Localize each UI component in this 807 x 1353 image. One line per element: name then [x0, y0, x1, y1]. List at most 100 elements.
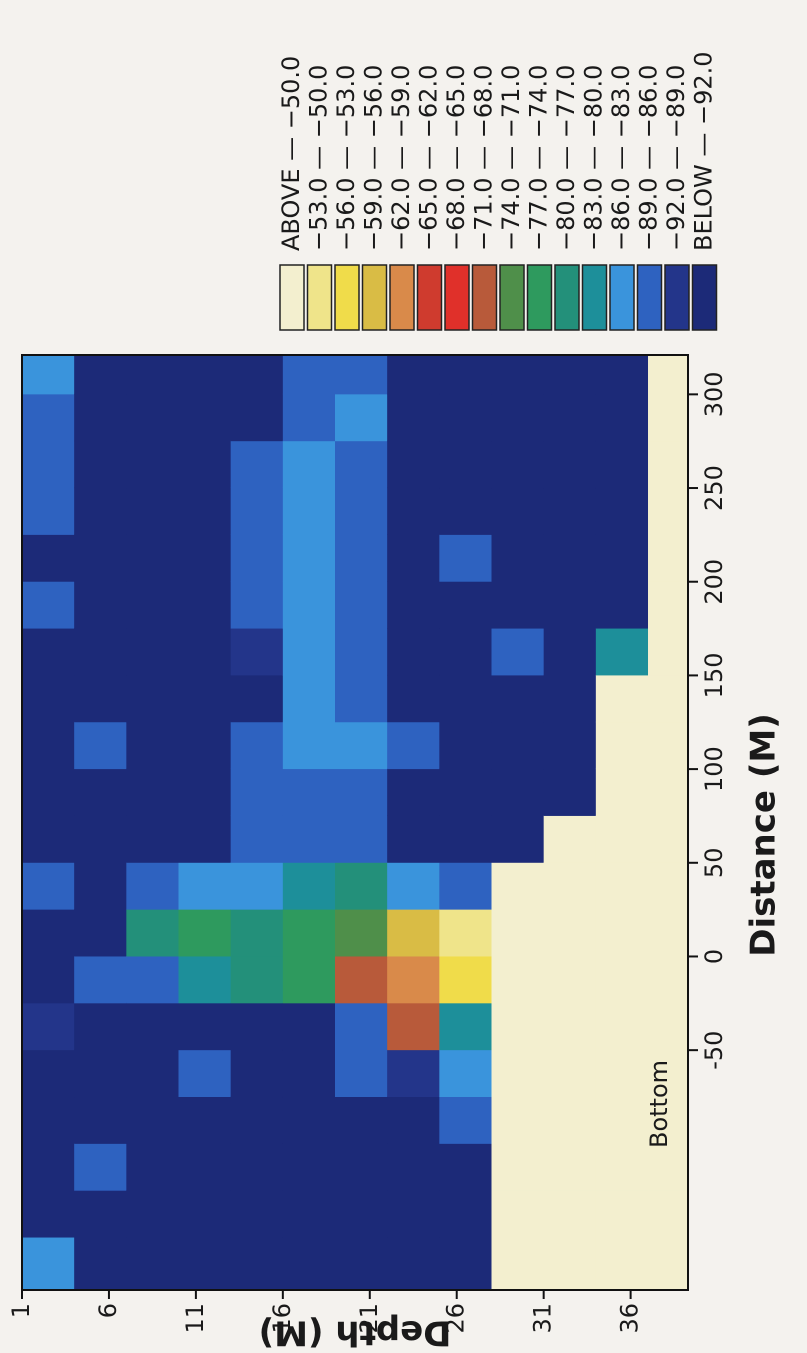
heatmap-cell	[74, 1237, 127, 1290]
heatmap-cell	[648, 488, 688, 535]
heatmap-cell	[387, 909, 440, 956]
legend-label: −77.0 — −74.0	[525, 65, 553, 251]
heatmap-cell	[492, 1003, 545, 1050]
heatmap-cell	[596, 722, 649, 769]
heatmap-cell	[335, 581, 388, 628]
heatmap-cell	[596, 1143, 649, 1190]
heatmap-cell	[231, 441, 284, 488]
heatmap-cell	[387, 394, 440, 441]
heatmap-cell	[335, 534, 388, 581]
heatmap-cell	[283, 675, 336, 722]
legend-label: −92.0 — −89.0	[662, 65, 690, 251]
heatmap-cell	[596, 441, 649, 488]
legend-swatch	[445, 265, 469, 330]
heatmap-cell	[231, 534, 284, 581]
heatmap-cell	[231, 394, 284, 441]
heatmap-cell	[648, 1003, 688, 1050]
heatmap-cell	[648, 628, 688, 675]
heatmap-cell	[283, 862, 336, 909]
heatmap-cell	[387, 675, 440, 722]
heatmap-cell	[596, 534, 649, 581]
heatmap-cell	[387, 1050, 440, 1097]
heatmap-cell	[439, 1050, 492, 1097]
heatmap-cell	[648, 1190, 688, 1237]
heatmap-cell	[439, 581, 492, 628]
x-tick-label: 100	[700, 746, 728, 792]
heatmap-cell	[231, 909, 284, 956]
x-tick-label: 50	[700, 848, 728, 879]
heatmap-cell	[179, 956, 232, 1003]
heatmap-cell	[126, 394, 179, 441]
heatmap-cell	[179, 355, 232, 395]
legend-label: −53.0 — −50.0	[305, 65, 333, 251]
heatmap-cell	[22, 769, 75, 816]
heatmap-cell	[335, 862, 388, 909]
heatmap-cell	[126, 1050, 179, 1097]
heatmap-cell	[74, 534, 127, 581]
heatmap-cell	[596, 628, 649, 675]
legend-label: −56.0 — −53.0	[332, 65, 360, 251]
heatmap-cell	[492, 488, 545, 535]
heatmap-cell	[596, 956, 649, 1003]
heatmap-cell	[74, 909, 127, 956]
y-tick-label: 21	[355, 1303, 383, 1334]
heatmap-cell	[492, 815, 545, 862]
heatmap-cell	[74, 488, 127, 535]
heatmap-cell	[648, 722, 688, 769]
heatmap-cell	[335, 909, 388, 956]
heatmap-cell	[544, 1143, 597, 1190]
heatmap-cell	[648, 769, 688, 816]
heatmap-cell	[22, 441, 75, 488]
heatmap-cell	[648, 956, 688, 1003]
heatmap-cell	[335, 628, 388, 675]
heatmap-cell	[74, 956, 127, 1003]
heatmap-cell	[22, 909, 75, 956]
heatmap-cell	[335, 441, 388, 488]
heatmap-cell	[179, 1050, 232, 1097]
heatmap-cell	[283, 628, 336, 675]
heatmap-cell	[492, 1097, 545, 1144]
heatmap-cell	[126, 1003, 179, 1050]
y-tick-label: 26	[442, 1303, 470, 1334]
heatmap-cell	[179, 909, 232, 956]
heatmap-cell	[492, 394, 545, 441]
heatmap-cell	[596, 1003, 649, 1050]
heatmap-cell	[231, 1237, 284, 1290]
x-tick-label: 200	[700, 559, 728, 605]
heatmap-cell	[22, 956, 75, 1003]
heatmap-cell	[439, 722, 492, 769]
heatmap-cell	[335, 956, 388, 1003]
heatmap-cell	[126, 769, 179, 816]
heatmap-cell	[22, 1050, 75, 1097]
heatmap-cell	[283, 956, 336, 1003]
heatmap-cell	[439, 1237, 492, 1290]
heatmap-cell	[335, 675, 388, 722]
heatmap-cell	[439, 1097, 492, 1144]
heatmap-cell	[74, 1190, 127, 1237]
heatmap-cell	[387, 1143, 440, 1190]
heatmap-cell	[387, 722, 440, 769]
heatmap-cell	[387, 1003, 440, 1050]
heatmap-cell	[544, 675, 597, 722]
legend-swatch	[555, 265, 579, 330]
heatmap-cell	[544, 581, 597, 628]
heatmap-cell	[596, 1050, 649, 1097]
heatmap-cell	[544, 956, 597, 1003]
legend-label: BELOW — −92.0	[690, 51, 718, 251]
heatmap-cell	[283, 488, 336, 535]
heatmap-cell	[596, 675, 649, 722]
heatmap-cell	[492, 355, 545, 395]
heatmap-cell	[492, 956, 545, 1003]
heatmap-cell	[596, 815, 649, 862]
heatmap-cell	[648, 355, 688, 395]
heatmap-cell	[439, 769, 492, 816]
heatmap-cell	[439, 909, 492, 956]
heatmap-cell	[387, 769, 440, 816]
heatmap-cell	[387, 1237, 440, 1290]
heatmap-cell	[179, 675, 232, 722]
heatmap-cell	[335, 1143, 388, 1190]
y-tick-label: 36	[616, 1303, 644, 1334]
heatmap-cell	[179, 769, 232, 816]
heatmap-cell	[283, 722, 336, 769]
legend-label: −89.0 — −86.0	[635, 65, 663, 251]
